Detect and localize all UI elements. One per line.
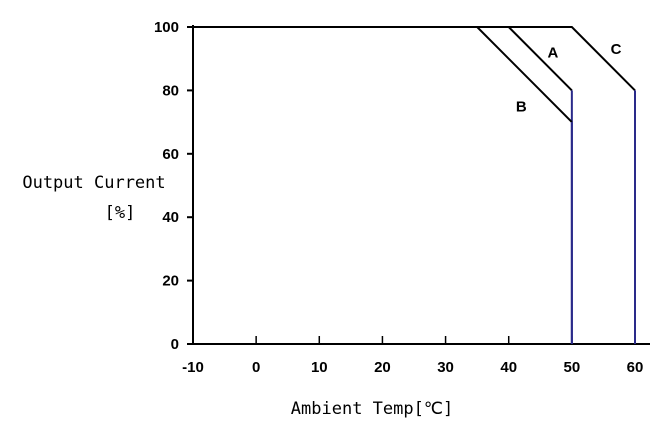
x-tick-label: 50 xyxy=(564,359,581,376)
x-tick-label: 40 xyxy=(500,359,517,376)
x-tick-label: 30 xyxy=(437,359,454,376)
x-axis-title: Ambient Temp[℃] xyxy=(291,399,453,419)
series-lines xyxy=(193,26,636,344)
series-line-c xyxy=(193,26,636,92)
x-tick-label: 10 xyxy=(311,359,328,376)
series-label-a: A xyxy=(547,44,558,61)
x-tick-label: -10 xyxy=(182,359,204,376)
y-tick-label: 40 xyxy=(162,209,179,226)
series-label-b: B xyxy=(516,98,527,115)
x-tick-label: 0 xyxy=(252,359,260,376)
series-line-a xyxy=(193,26,573,92)
y-axis-title-line2: [%] xyxy=(105,203,136,223)
x-tick-label: 20 xyxy=(374,359,391,376)
y-tick-label: 100 xyxy=(154,19,179,36)
y-tick-label: 60 xyxy=(162,146,179,163)
y-axis-title-line1: Output Current xyxy=(22,173,165,193)
y-tick-label: 80 xyxy=(162,82,179,99)
y-tick-label: 20 xyxy=(162,273,179,290)
x-tick-label: 60 xyxy=(627,359,644,376)
y-tick-label: 0 xyxy=(171,336,179,353)
series-labels: A B C xyxy=(516,41,622,115)
series-label-c: C xyxy=(611,41,622,58)
